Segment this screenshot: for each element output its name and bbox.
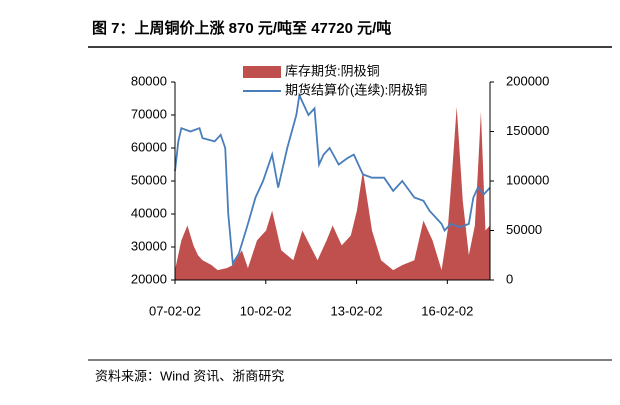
y2-tick-label: 150000 [506, 123, 549, 138]
price-line [174, 92, 491, 267]
y-tick-label: 70000 [131, 106, 167, 121]
x-tick-label: 07-02-02 [149, 303, 201, 318]
inventory-area [175, 106, 490, 280]
y2-tick-label: 100000 [506, 172, 549, 187]
chart-title: 图 7：上周铜价上涨 870 元/吨至 47720 元/吨 [92, 19, 391, 37]
y-tick-label: 50000 [131, 172, 167, 187]
source: 资料来源：Wind 资讯、浙商研究 [95, 368, 284, 383]
legend-label: 库存期货:阴极铜 [285, 63, 380, 78]
legend-label: 期货结算价(连续):阴极铜 [285, 82, 427, 97]
legend-swatch [243, 66, 281, 78]
y2-tick-label: 200000 [506, 73, 549, 88]
y2-tick-label: 0 [506, 271, 513, 286]
x-tick-label: 10-02-02 [240, 303, 292, 318]
y-tick-label: 40000 [131, 205, 167, 220]
x-tick-label: 16-02-02 [421, 303, 473, 318]
y2-tick-label: 50000 [506, 222, 542, 237]
y-tick-label: 80000 [131, 73, 167, 88]
y-tick-label: 20000 [131, 271, 167, 286]
y-tick-label: 60000 [131, 139, 167, 154]
x-tick-label: 13-02-02 [331, 303, 383, 318]
y-tick-label: 30000 [131, 238, 167, 253]
